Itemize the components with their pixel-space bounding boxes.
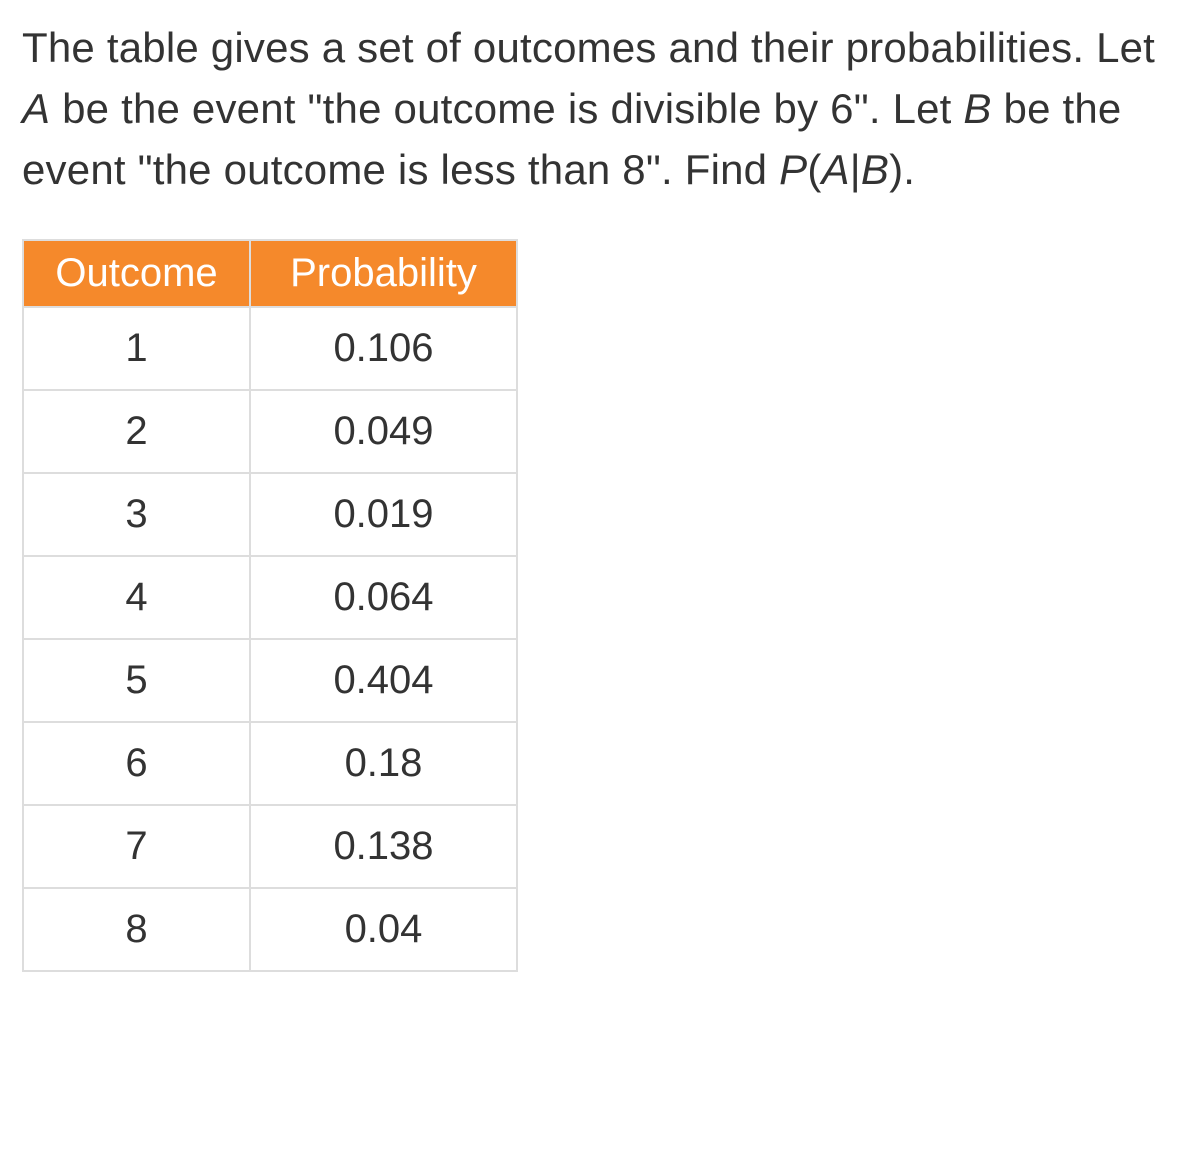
probability-cell: 0.04 [250,888,517,971]
question-text: The table gives a set of outcomes and th… [22,18,1178,201]
q-var-A2: A [822,146,850,193]
probability-cell: 0.138 [250,805,517,888]
q-close: ). [889,146,915,193]
q-var-P: P [779,146,807,193]
probability-cell: 0.019 [250,473,517,556]
table-row: 7 0.138 [23,805,517,888]
q-var-B: B [963,85,991,132]
probability-cell: 0.064 [250,556,517,639]
q-open: ( [807,146,821,193]
probability-cell: 0.404 [250,639,517,722]
q-seg-1: The table gives a set of outcomes and th… [22,24,1155,71]
probability-cell: 0.049 [250,390,517,473]
q-seg-2: be the event "the outcome is divisible b… [50,85,963,132]
table-row: 3 0.019 [23,473,517,556]
table-row: 1 0.106 [23,307,517,390]
probability-cell: 0.106 [250,307,517,390]
q-var-B2: B [861,146,889,193]
outcome-cell: 7 [23,805,250,888]
outcome-cell: 5 [23,639,250,722]
col-probability-header: Probability [250,240,517,307]
col-outcome-header: Outcome [23,240,250,307]
table-body: 1 0.106 2 0.049 3 0.019 4 0.064 5 0.404 … [23,307,517,971]
outcome-cell: 4 [23,556,250,639]
table-header-row: Outcome Probability [23,240,517,307]
q-bar: | [850,146,861,193]
table-row: 4 0.064 [23,556,517,639]
table-row: 6 0.18 [23,722,517,805]
outcome-cell: 6 [23,722,250,805]
outcome-cell: 3 [23,473,250,556]
outcome-cell: 8 [23,888,250,971]
table-row: 8 0.04 [23,888,517,971]
probability-table: Outcome Probability 1 0.106 2 0.049 3 0.… [22,239,518,972]
outcome-cell: 1 [23,307,250,390]
table-row: 2 0.049 [23,390,517,473]
probability-cell: 0.18 [250,722,517,805]
q-var-A: A [22,85,50,132]
outcome-cell: 2 [23,390,250,473]
table-row: 5 0.404 [23,639,517,722]
